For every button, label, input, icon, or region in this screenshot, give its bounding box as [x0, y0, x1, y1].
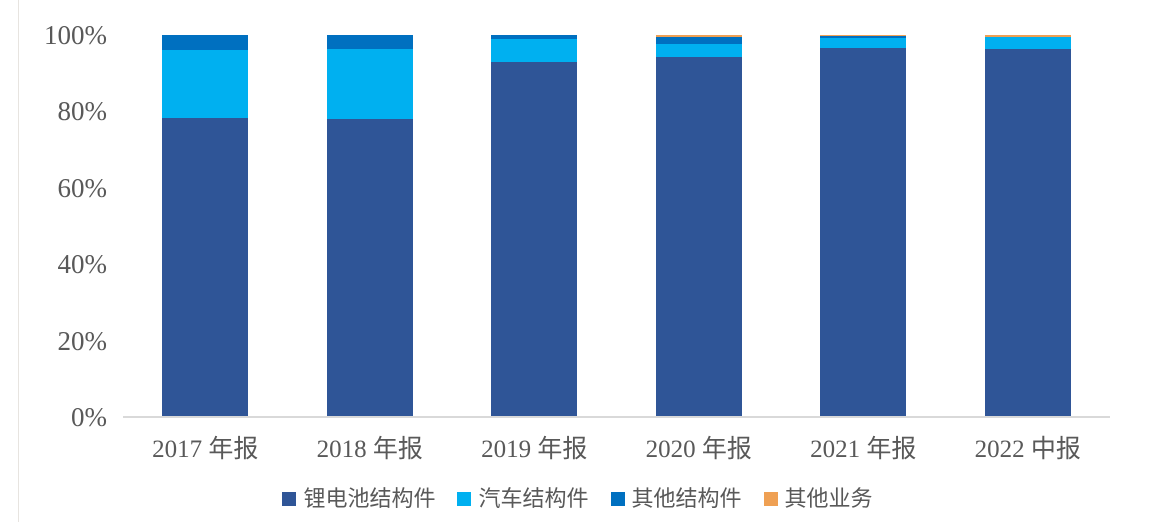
page-edge-line — [18, 0, 19, 522]
bar-segment-series-1 — [820, 48, 907, 417]
y-tick-label: 20% — [57, 325, 108, 356]
legend-item: 锂电池结构件 — [282, 487, 435, 511]
plot-area — [123, 35, 1110, 417]
bar-segment-series-3 — [655, 36, 742, 44]
bar-segment-series-2 — [820, 38, 907, 48]
x-tick-label: 2020 年报 — [645, 436, 752, 463]
x-tick-label: 2021 年报 — [810, 436, 917, 463]
bar-segment-series-3 — [820, 36, 907, 39]
stacked-bar-2 — [326, 35, 413, 417]
bar-segment-series-3 — [162, 35, 249, 51]
bar-segment-series-4 — [655, 35, 742, 37]
legend-label: 其他业务 — [784, 486, 873, 511]
bar-slot — [781, 35, 946, 417]
bar-segment-series-2 — [984, 37, 1071, 50]
legend-label: 汽车结构件 — [478, 486, 589, 511]
x-tick-label: 2022 中报 — [974, 436, 1081, 463]
y-tick-label: 40% — [57, 249, 108, 280]
bar-slot — [617, 35, 782, 417]
stacked-bar-6 — [984, 35, 1071, 417]
bar-segment-series-2 — [326, 49, 413, 120]
legend-label: 锂电池结构件 — [303, 486, 436, 511]
x-axis-line — [123, 416, 1110, 418]
legend: 锂电池结构件 汽车结构件 其他结构件 其他业务 — [0, 487, 1155, 511]
bar-segment-series-2 — [655, 43, 742, 57]
legend-item: 汽车结构件 — [457, 486, 589, 511]
stacked-bar-3 — [491, 35, 578, 417]
bar-segment-series-2 — [162, 50, 249, 119]
legend-item: 其他业务 — [763, 486, 873, 511]
legend-swatch-icon — [763, 492, 778, 506]
legend-label: 其他结构件 — [631, 486, 742, 511]
bar-slot — [452, 35, 617, 417]
x-axis-labels: 2017 年报 2018 年报 2019 年报 2020 年报 2021 年报 2022 … — [123, 436, 1110, 463]
legend-swatch-icon — [457, 492, 472, 506]
bar-segment-series-1 — [326, 119, 413, 417]
stacked-bar-1 — [162, 35, 249, 417]
bar-segment-series-3 — [984, 36, 1071, 38]
bar-segment-series-1 — [491, 62, 578, 417]
bar-segment-series-1 — [655, 56, 742, 417]
bar-segment-series-3 — [326, 35, 413, 50]
bar-slot — [123, 35, 288, 417]
legend-item: 其他结构件 — [610, 486, 742, 511]
y-tick-label: 80% — [57, 96, 108, 127]
bar-segment-series-3 — [491, 35, 578, 39]
stacked-bar-5 — [820, 35, 907, 417]
bar-slot — [946, 35, 1111, 417]
bar-segment-series-1 — [162, 118, 249, 417]
bar-segment-series-2 — [491, 38, 578, 63]
y-tick-label: 100% — [44, 20, 107, 50]
stacked-bar-4 — [655, 35, 742, 417]
legend-swatch-icon — [282, 492, 297, 506]
legend-swatch-icon — [610, 492, 625, 506]
y-tick-label: 60% — [57, 172, 108, 203]
x-tick-label: 2017 年报 — [152, 436, 259, 463]
y-tick-label: 0% — [71, 402, 107, 432]
bar-segment-series-1 — [984, 49, 1071, 417]
x-tick-label: 2018 年报 — [316, 436, 423, 463]
bar-segment-series-4 — [984, 35, 1071, 37]
bar-slot — [288, 35, 453, 417]
x-tick-label: 2019 年报 — [481, 436, 588, 463]
bar-segment-series-4 — [820, 35, 907, 37]
